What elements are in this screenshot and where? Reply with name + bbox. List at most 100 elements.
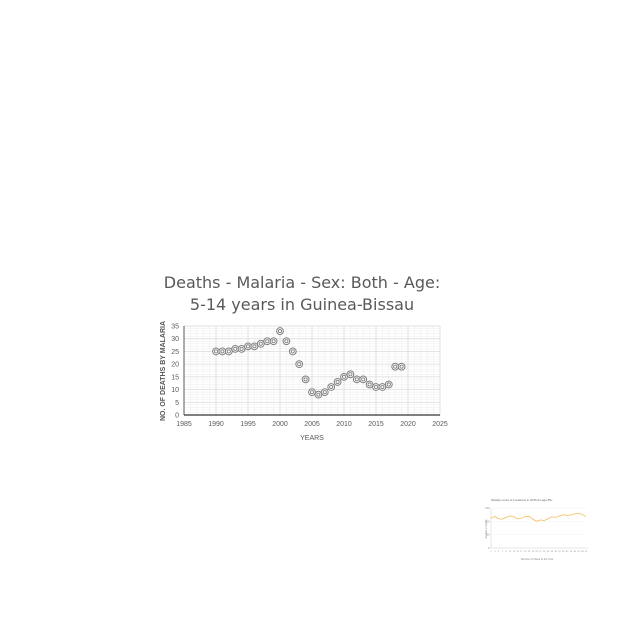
thumbnail-x-tick-label: 23 (532, 551, 535, 553)
data-point (372, 383, 380, 391)
y-tick-label: 25 (171, 349, 179, 356)
chart-title-line-2: 5-14 years in Guinea-Bissau (189, 295, 415, 314)
data-point-outer-ring (308, 388, 316, 397)
data-point-outer-ring (391, 362, 400, 371)
thumbnail-x-tick-label: 9 (506, 551, 508, 553)
thumbnail-x-tick-label: 11 (509, 551, 512, 553)
data-point-outer-ring (295, 360, 304, 369)
data-point (327, 383, 336, 391)
data-point-inner-ring (277, 329, 283, 334)
data-point-inner-ring (386, 382, 391, 387)
thumbnail-x-tick-label: 1 (490, 551, 492, 553)
x-tick-label: 2015 (368, 421, 384, 428)
data-point-inner-ring (354, 377, 359, 382)
x-axis-label: YEARS (300, 435, 324, 442)
thumbnail-x-tick-label: 19 (524, 551, 527, 553)
data-point (397, 362, 406, 371)
data-point (237, 344, 246, 353)
data-point (384, 380, 393, 389)
data-point (340, 372, 348, 381)
data-point-inner-ring (290, 349, 295, 354)
y-axis-label: NO. OF DEATHS BY MALARIA (160, 321, 167, 421)
data-point-inner-ring (335, 379, 340, 384)
thumbnail-x-tick-label: 39 (562, 551, 565, 553)
data-point-outer-ring (288, 347, 297, 356)
data-point-outer-ring (352, 375, 361, 384)
weekly-count-line-chart: Weekly count of Locations in 2015 for ag… (485, 498, 588, 561)
thumbnail-series-line (490, 512, 587, 522)
data-point-outer-ring (301, 375, 310, 384)
data-point-inner-ring (297, 362, 302, 367)
data-point-outer-ring (263, 337, 272, 346)
thumbnail-x-tick-label: 31 (547, 551, 550, 553)
x-tick-label: 2010 (336, 421, 352, 428)
thumbnail-y-tick-label: 100 (485, 519, 490, 523)
data-point-outer-ring (244, 342, 252, 351)
data-point-outer-ring (378, 383, 387, 391)
plot-grid (183, 325, 441, 416)
y-tick-label: 0 (175, 413, 179, 420)
y-tick-label: 20 (171, 362, 179, 369)
thumbnail-x-tick-label: 49 (581, 551, 584, 553)
data-point (352, 375, 361, 384)
thumbnail-x-tick-label: 43 (570, 551, 573, 553)
y-tick-label: 15 (171, 374, 179, 381)
thumbnail-x-tick-label: 27 (539, 551, 542, 553)
thumbnail-x-tick-label: 15 (516, 551, 519, 553)
data-point-inner-ring (373, 384, 379, 390)
x-tick-label: 1990 (208, 421, 224, 428)
data-point-outer-ring (333, 378, 342, 386)
data-point-outer-ring (224, 347, 233, 356)
thumbnail-x-tick-label: 3 (494, 551, 496, 553)
data-point-outer-ring (346, 370, 355, 379)
data-point-outer-ring (340, 372, 348, 381)
data-point (250, 342, 259, 351)
data-point (256, 339, 265, 348)
data-point-outer-ring (314, 390, 323, 399)
thumbnail-x-tick-label: 47 (577, 551, 580, 553)
data-point-outer-ring (365, 380, 374, 389)
data-point (346, 370, 355, 379)
data-point (391, 362, 400, 371)
data-point-inner-ring (309, 390, 315, 395)
data-point-inner-ring (361, 377, 366, 382)
data-point (314, 390, 323, 399)
data-point-inner-ring (322, 390, 327, 395)
chart-title-line-1: Deaths - Malaria - Sex: Both - Age: (163, 273, 441, 292)
thumbnail-chart-title: Weekly count of Locations in 2015 for ag… (491, 498, 553, 502)
data-point-outer-ring (269, 337, 278, 346)
data-point-outer-ring (384, 380, 393, 389)
thumbnail-x-tick-label: 13 (513, 551, 516, 553)
chart-title: Deaths - Malaria - Sex: Both - Age: 5-14… (160, 272, 444, 316)
data-point (269, 337, 278, 346)
thumbnail-x-tick-label: 7 (502, 551, 504, 553)
data-point-outer-ring (327, 383, 336, 391)
thumbnail-y-tick-label: 150 (485, 506, 490, 510)
y-tick-label: 35 (171, 324, 179, 331)
thumbnail-x-axis-label: Number of Week of the Year (521, 557, 554, 561)
data-point-inner-ring (393, 364, 398, 369)
data-point (212, 347, 220, 356)
data-point (224, 347, 233, 356)
y-tick-label: 30 (171, 336, 179, 343)
y-tick-label: 5 (175, 400, 179, 407)
x-tick-label: 1985 (176, 421, 192, 428)
data-point (320, 388, 329, 397)
data-point (263, 337, 272, 346)
thumbnail-x-tick-label: 45 (573, 551, 576, 553)
data-point-inner-ring (380, 384, 385, 390)
data-point-outer-ring (276, 327, 284, 335)
data-point (365, 380, 374, 389)
data-point-outer-ring (231, 344, 240, 353)
data-point (231, 344, 240, 353)
data-points (212, 327, 406, 399)
thumbnail-x-tick-label: 25 (535, 551, 538, 553)
data-point (301, 375, 310, 384)
data-point (378, 383, 387, 391)
data-point-inner-ring (303, 377, 308, 382)
data-point-outer-ring (372, 383, 380, 391)
data-point-inner-ring (271, 339, 276, 344)
data-point-inner-ring (213, 349, 219, 354)
data-point-inner-ring (245, 344, 251, 349)
